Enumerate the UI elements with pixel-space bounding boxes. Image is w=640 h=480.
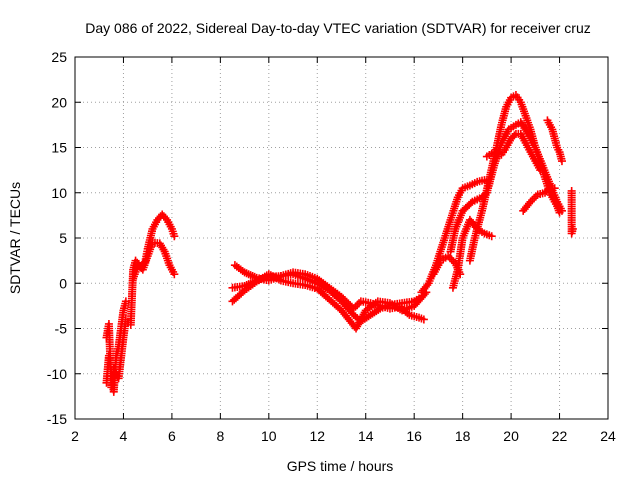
y-tick-label: 20	[51, 94, 67, 110]
trace-marker	[447, 255, 456, 264]
data-point	[536, 166, 545, 175]
x-tick-label: 6	[168, 428, 176, 444]
x-tick-label: 20	[503, 428, 519, 444]
trace-marker	[510, 131, 519, 140]
series-track-late-6	[482, 129, 545, 175]
data-point	[557, 157, 566, 166]
trace-marker	[423, 281, 432, 290]
data-point	[170, 270, 179, 279]
series-track-late-1	[417, 176, 494, 297]
y-tick-label: 15	[51, 140, 67, 156]
x-axis-label: GPS time / hours	[287, 458, 394, 474]
x-tick-label: 12	[309, 428, 325, 444]
trace-marker	[544, 185, 553, 194]
series-track-mid-3	[228, 270, 431, 333]
y-tick-label: -5	[55, 321, 68, 337]
data-point	[550, 184, 559, 193]
x-tick-label: 18	[455, 428, 471, 444]
y-axis-label: SDTVAR / TECUs	[7, 182, 23, 294]
y-tick-label: 5	[59, 230, 67, 246]
trace-marker	[351, 302, 360, 311]
x-tick-label: 8	[216, 428, 224, 444]
x-tick-label: 2	[71, 428, 79, 444]
trace-marker	[531, 192, 540, 201]
data-marks	[102, 91, 577, 396]
x-tick-label: 22	[552, 428, 568, 444]
series-track-early-2	[102, 315, 130, 392]
trace-marker	[161, 214, 170, 223]
x-tick-label: 24	[600, 428, 616, 444]
y-tick-label: -10	[47, 366, 67, 382]
x-tick-label: 10	[261, 428, 277, 444]
data-point	[557, 206, 566, 215]
data-point	[487, 232, 496, 241]
trace-marker	[466, 199, 475, 208]
y-tick-label: 25	[51, 49, 67, 65]
trace-marker	[355, 299, 364, 308]
series-track-late-8	[543, 116, 566, 166]
trace-marker	[353, 300, 362, 309]
y-tick-label: 10	[51, 185, 67, 201]
series-track-late-9	[567, 186, 577, 238]
series-track-late-7	[519, 184, 559, 215]
trace-marker	[528, 195, 537, 204]
data-point	[419, 315, 428, 324]
x-tick-label: 4	[120, 428, 128, 444]
series-track-early-4	[129, 238, 179, 283]
y-tick-label: -15	[47, 411, 67, 427]
data-point	[526, 197, 535, 206]
x-tick-label: 14	[358, 428, 374, 444]
data-point	[170, 232, 179, 241]
y-tick-label: 0	[59, 275, 67, 291]
trace-marker	[530, 194, 539, 203]
data-point	[444, 252, 453, 261]
data-point	[121, 315, 130, 324]
plot-frame	[74, 56, 609, 420]
data-point	[568, 224, 577, 233]
chart-title: Day 086 of 2022, Sidereal Day-to-day VTE…	[85, 20, 591, 36]
data-point	[349, 304, 358, 313]
x-tick-label: 16	[406, 428, 422, 444]
